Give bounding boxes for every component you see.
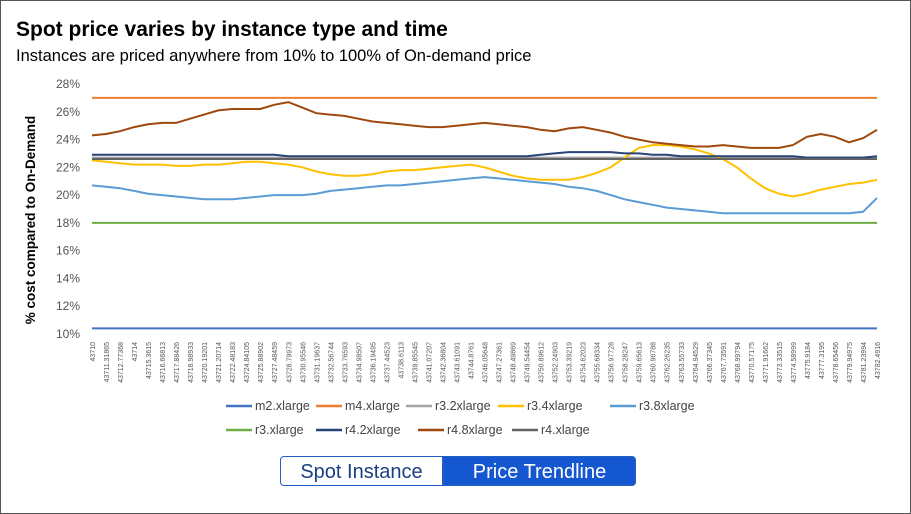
legend-label-m4.xlarge[interactable]: m4.xlarge	[345, 399, 400, 413]
page-title: Spot price varies by instance type and t…	[16, 18, 448, 41]
legend-label-r4.8xlarge[interactable]: r4.8xlarge	[447, 423, 503, 437]
legend-label-m2.xlarge[interactable]: m2.xlarge	[255, 399, 310, 413]
x-tick-label: 43746.05648	[483, 342, 490, 383]
y-tick-label: 16%	[56, 244, 80, 258]
series-line-r3.8xlarge	[91, 176, 878, 215]
x-tick-label: 43731.19637	[314, 342, 321, 383]
x-tick-label: 43710	[90, 342, 97, 362]
series-line-r4.2xlarge	[92, 151, 878, 159]
series-lines	[91, 96, 878, 330]
x-tick-label: 43779.94975	[847, 342, 854, 383]
y-tick-label: 24%	[56, 133, 80, 147]
x-tick-label: 43775.9184	[805, 342, 812, 379]
x-tick-label: 43778.65456	[833, 342, 840, 383]
x-tick-label: 43763.55733	[679, 342, 686, 383]
x-tick-label: 43715.3615	[146, 342, 153, 379]
x-tick-label: 43774.58999	[791, 342, 798, 383]
y-tick-label: 20%	[56, 188, 80, 202]
x-tick-label: 43714	[132, 342, 139, 362]
x-tick-label: 43734.98507	[356, 342, 363, 383]
x-tick-label: 43777.3195	[819, 342, 826, 379]
x-tick-label: 43759.65613	[637, 342, 644, 383]
legend-label-r4.2xlarge[interactable]: r4.2xlarge	[345, 423, 401, 437]
x-tick-label: 43773.33515	[777, 342, 784, 383]
x-tick-label: 43720.19201	[202, 342, 209, 383]
x-tick-label: 43770.57175	[749, 342, 756, 383]
x-tick-label: 43766.37345	[707, 342, 714, 383]
y-axis: 10% 12% 14% 16% 18% 20% 22% 24% 26% 28%	[56, 77, 80, 341]
x-tick-label: 43764.94529	[693, 342, 700, 383]
x-tick-label: 43712.77368	[118, 342, 125, 383]
x-tick-label: 43781.23994	[861, 342, 868, 383]
x-tick-label: 43741.07207	[426, 342, 433, 383]
x-tick-label: 43762.26235	[665, 342, 672, 383]
page-subtitle: Instances are priced anywhere from 10% t…	[16, 47, 532, 65]
x-tick-label: 43755.68334	[595, 342, 602, 383]
x-tick-label: 43747.27361	[497, 342, 504, 383]
x-tick-label: 43738.6113	[398, 342, 405, 379]
x-tick-label: 43716.66813	[160, 342, 167, 383]
legend-label-r3.8xlarge[interactable]: r3.8xlarge	[639, 399, 695, 413]
series-line-r4.8xlarge	[91, 101, 878, 149]
y-tick-label: 18%	[56, 216, 80, 230]
tab-price-trendline[interactable]: Price Trendline	[443, 456, 636, 486]
x-tick-label: 43749.54454	[525, 342, 532, 383]
legend-label-r4.xlarge[interactable]: r4.xlarge	[541, 423, 590, 437]
x-tick-label: 43752.24903	[553, 342, 560, 383]
x-tick-label: 43771.91662	[763, 342, 770, 383]
x-tick-label: 43782.4916	[875, 342, 882, 379]
legend-label-r3.4xlarge[interactable]: r3.4xlarge	[527, 399, 583, 413]
x-tick-label: 43724.84105	[244, 342, 251, 383]
x-tick-label: 43754.62023	[581, 342, 588, 383]
x-tick-label: 43722.48183	[230, 342, 237, 383]
legend-label-r3.xlarge[interactable]: r3.xlarge	[255, 423, 304, 437]
x-tick-label: 43748.49869	[511, 342, 518, 383]
y-tick-label: 22%	[56, 160, 80, 174]
y-tick-label: 12%	[56, 299, 80, 313]
x-tick-label: 43718.98933	[188, 342, 195, 383]
y-tick-label: 26%	[56, 105, 80, 119]
x-tick-label: 43730.95546	[300, 342, 307, 383]
x-tick-label: 43717.88426	[174, 342, 181, 383]
x-tick-label: 43737.44523	[384, 342, 391, 383]
legend[interactable]: m2.xlarge m4.xlarge r3.2xlarge r3.4xlarge r3…	[226, 399, 695, 437]
x-tick-label: 43732.56744	[328, 342, 335, 383]
x-tick-label: 43721.20714	[216, 342, 223, 383]
x-tick-label: 43768.99794	[735, 342, 742, 383]
x-tick-label: 43743.61091	[454, 342, 461, 383]
legend-label-r3.2xlarge[interactable]: r3.2xlarge	[435, 399, 491, 413]
tab-spot-instance[interactable]: Spot Instance	[280, 456, 443, 486]
x-tick-label: 43753.39219	[567, 342, 574, 383]
x-tick-label: 43756.97728	[609, 342, 616, 383]
x-tick-label: 43767.73591	[721, 342, 728, 383]
x-tick-label: 43742.36804	[440, 342, 447, 383]
y-tick-label: 10%	[56, 327, 80, 341]
view-tabs: Spot Instance Price Trendline	[280, 456, 636, 486]
y-axis-label: % cost compared to On-Demand	[23, 116, 38, 325]
x-tick-label: 43727.48459	[272, 342, 279, 383]
series-line-r3.4xlarge	[91, 144, 878, 198]
y-tick-label: 28%	[56, 77, 80, 91]
x-tick-label: 43725.88902	[258, 342, 265, 383]
x-tick-label: 43733.76593	[342, 342, 349, 383]
x-tick-label: 43736.19495	[370, 342, 377, 383]
x-axis: 43710 43711.31865 43712.77368 43714 43715.36…	[90, 342, 882, 383]
y-tick-label: 14%	[56, 271, 80, 285]
x-tick-label: 43711.31865	[104, 342, 111, 382]
x-tick-label: 43728.79973	[286, 342, 293, 383]
x-tick-label: 43744.8761	[468, 342, 475, 379]
x-tick-label: 43760.96788	[651, 342, 658, 383]
x-tick-label: 43739.85545	[412, 342, 419, 383]
x-tick-label: 43758.28247	[623, 342, 630, 383]
x-tick-label: 43750.89612	[539, 342, 546, 383]
